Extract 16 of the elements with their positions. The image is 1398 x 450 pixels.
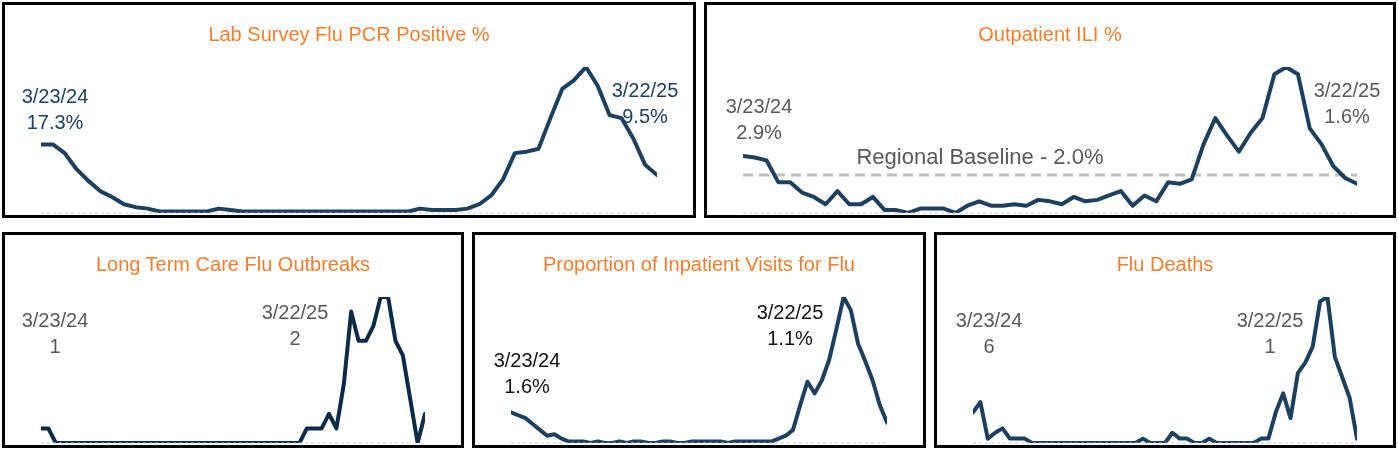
annotation: 3/23/24 2.9%	[724, 94, 794, 145]
chart-title: Proportion of Inpatient Visits for Flu	[542, 253, 856, 276]
annotation: 3/22/25 2	[260, 300, 330, 351]
annotation: 3/22/25 1	[1235, 308, 1305, 359]
annotation: 3/23/24 1	[20, 308, 90, 359]
annotation: 3/22/25 1.1%	[755, 300, 825, 351]
annotation: 3/23/24 17.3%	[20, 84, 90, 135]
annotation: 3/22/25 9.5%	[610, 78, 680, 129]
chart-title: Flu Deaths	[1115, 253, 1215, 276]
chart-title: Outpatient ILI %	[977, 23, 1123, 46]
chart-title: Long Term Care Flu Outbreaks	[94, 253, 372, 276]
annotation: 3/23/24 6	[954, 308, 1024, 359]
chart-title: Lab Survey Flu PCR Positive %	[207, 23, 491, 46]
ref-line-label: Regional Baseline - 2.0%	[856, 144, 1104, 170]
annotation: 3/23/24 1.6%	[492, 348, 562, 399]
annotation: 3/22/25 1.6%	[1312, 78, 1382, 129]
